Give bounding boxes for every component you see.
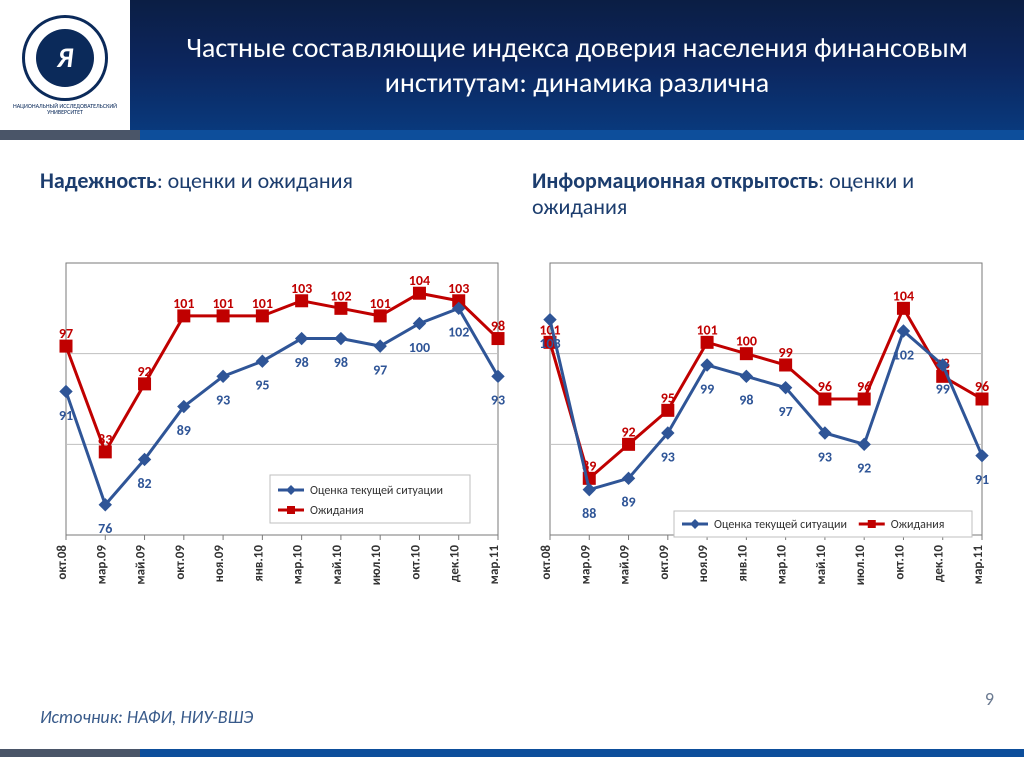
svg-text:98: 98 — [295, 354, 309, 371]
svg-text:89: 89 — [621, 494, 635, 511]
svg-text:102: 102 — [330, 287, 351, 304]
svg-text:82: 82 — [137, 475, 151, 492]
footer-bar — [0, 738, 1024, 768]
svg-text:93: 93 — [661, 448, 675, 465]
source-text: Источник: НАФИ, НИУ-ВШЭ — [40, 706, 253, 728]
svg-text:98: 98 — [491, 317, 505, 334]
svg-text:95: 95 — [255, 376, 269, 393]
svg-text:ноя.09: ноя.09 — [212, 544, 227, 582]
svg-text:101: 101 — [173, 295, 194, 312]
svg-text:мар.11: мар.11 — [487, 544, 502, 584]
svg-text:окт.10: окт.10 — [892, 544, 907, 579]
svg-text:97: 97 — [373, 361, 387, 378]
svg-text:92: 92 — [137, 363, 151, 380]
svg-text:96: 96 — [857, 378, 871, 395]
svg-text:92: 92 — [621, 423, 635, 440]
svg-text:июл.10: июл.10 — [853, 544, 868, 585]
svg-text:мар.10: мар.10 — [291, 544, 306, 584]
svg-text:76: 76 — [98, 520, 112, 537]
svg-text:101: 101 — [696, 321, 717, 338]
subtitle-right-bold: Информационная открытость — [532, 167, 818, 194]
subtitle-left: Надежность: оценки и ожидания — [40, 168, 492, 221]
svg-text:июл.10: июл.10 — [369, 544, 384, 585]
svg-text:96: 96 — [975, 378, 989, 395]
svg-text:96: 96 — [818, 378, 832, 395]
svg-text:99: 99 — [779, 344, 793, 361]
svg-text:83: 83 — [98, 431, 112, 448]
svg-text:окт.09: окт.09 — [173, 544, 188, 579]
chart-left: окт.08 мар.09 май.09 окт.09 ноя.09 янв.10 мар.… — [40, 245, 508, 600]
svg-text:101: 101 — [212, 295, 233, 312]
svg-text:103: 103 — [539, 335, 560, 352]
subtitle-left-rest: : оценки и ожидания — [157, 167, 353, 194]
subtitle-right: Информационная открытость: оценки и ожид… — [532, 168, 984, 221]
svg-text:мар.10: мар.10 — [775, 544, 790, 584]
logo-monogram: Я — [36, 29, 94, 87]
svg-text:95: 95 — [661, 389, 675, 406]
svg-text:окт.08: окт.08 — [55, 544, 70, 579]
subtitle-left-bold: Надежность — [40, 167, 157, 194]
svg-text:100: 100 — [736, 332, 757, 349]
svg-text:102: 102 — [893, 346, 914, 363]
svg-text:91: 91 — [59, 407, 73, 424]
logo-caption: НАЦИОНАЛЬНЫЙ ИССЛЕДОВАТЕЛЬСКИЙ УНИВЕРСИТ… — [0, 103, 130, 116]
svg-text:Ожидания: Ожидания — [891, 518, 945, 532]
svg-text:93: 93 — [216, 392, 230, 409]
svg-text:окт.08: окт.08 — [539, 544, 554, 579]
svg-text:98: 98 — [334, 354, 348, 371]
svg-text:98: 98 — [739, 392, 753, 409]
svg-text:101: 101 — [370, 295, 391, 312]
svg-text:янв.10: янв.10 — [735, 544, 750, 581]
svg-text:104: 104 — [409, 272, 430, 289]
svg-text:Оценка текущей ситуации: Оценка текущей ситуации — [714, 518, 847, 532]
svg-text:май.09: май.09 — [134, 544, 149, 584]
svg-text:88: 88 — [582, 505, 596, 522]
svg-text:103: 103 — [291, 280, 312, 297]
svg-text:мар.11: мар.11 — [971, 544, 986, 584]
svg-text:97: 97 — [59, 325, 73, 342]
svg-text:99: 99 — [936, 380, 950, 397]
accent-bar — [0, 130, 1024, 140]
chart-right: окт.08 мар.09 май.09 окт.09 ноя.09 янв.10 мар.… — [524, 245, 992, 600]
svg-text:101: 101 — [252, 295, 273, 312]
header: Я НАЦИОНАЛЬНЫЙ ИССЛЕДОВАТЕЛЬСКИЙ УНИВЕРС… — [0, 0, 1024, 130]
svg-text:май.10: май.10 — [814, 544, 829, 584]
svg-text:Ожидания: Ожидания — [310, 504, 364, 518]
svg-text:дек.10: дек.10 — [448, 544, 463, 581]
slide-title: Частные составляющие индекса доверия нас… — [130, 30, 1024, 100]
svg-text:97: 97 — [779, 403, 793, 420]
svg-text:93: 93 — [491, 392, 505, 409]
logo: Я НАЦИОНАЛЬНЫЙ ИССЛЕДОВАТЕЛЬСКИЙ УНИВЕРС… — [0, 0, 130, 130]
svg-text:янв.10: янв.10 — [251, 544, 266, 581]
svg-text:окт.10: окт.10 — [408, 544, 423, 579]
svg-text:93: 93 — [818, 448, 832, 465]
svg-text:89: 89 — [177, 422, 191, 439]
svg-text:91: 91 — [975, 471, 989, 488]
page-number: 9 — [985, 688, 994, 710]
svg-text:ноя.09: ноя.09 — [696, 544, 711, 582]
svg-text:май.10: май.10 — [330, 544, 345, 584]
svg-text:99: 99 — [700, 380, 714, 397]
svg-text:мар.09: мар.09 — [578, 544, 593, 584]
svg-text:окт.09: окт.09 — [657, 544, 672, 579]
svg-text:103: 103 — [448, 280, 469, 297]
svg-text:май.09: май.09 — [618, 544, 633, 584]
svg-text:102: 102 — [448, 324, 469, 341]
svg-text:мар.09: мар.09 — [94, 544, 109, 584]
svg-text:Оценка текущей ситуации: Оценка текущей ситуации — [310, 484, 443, 498]
svg-text:92: 92 — [857, 460, 871, 477]
svg-text:100: 100 — [409, 339, 430, 356]
svg-text:104: 104 — [893, 287, 914, 304]
svg-text:дек.10: дек.10 — [932, 544, 947, 581]
